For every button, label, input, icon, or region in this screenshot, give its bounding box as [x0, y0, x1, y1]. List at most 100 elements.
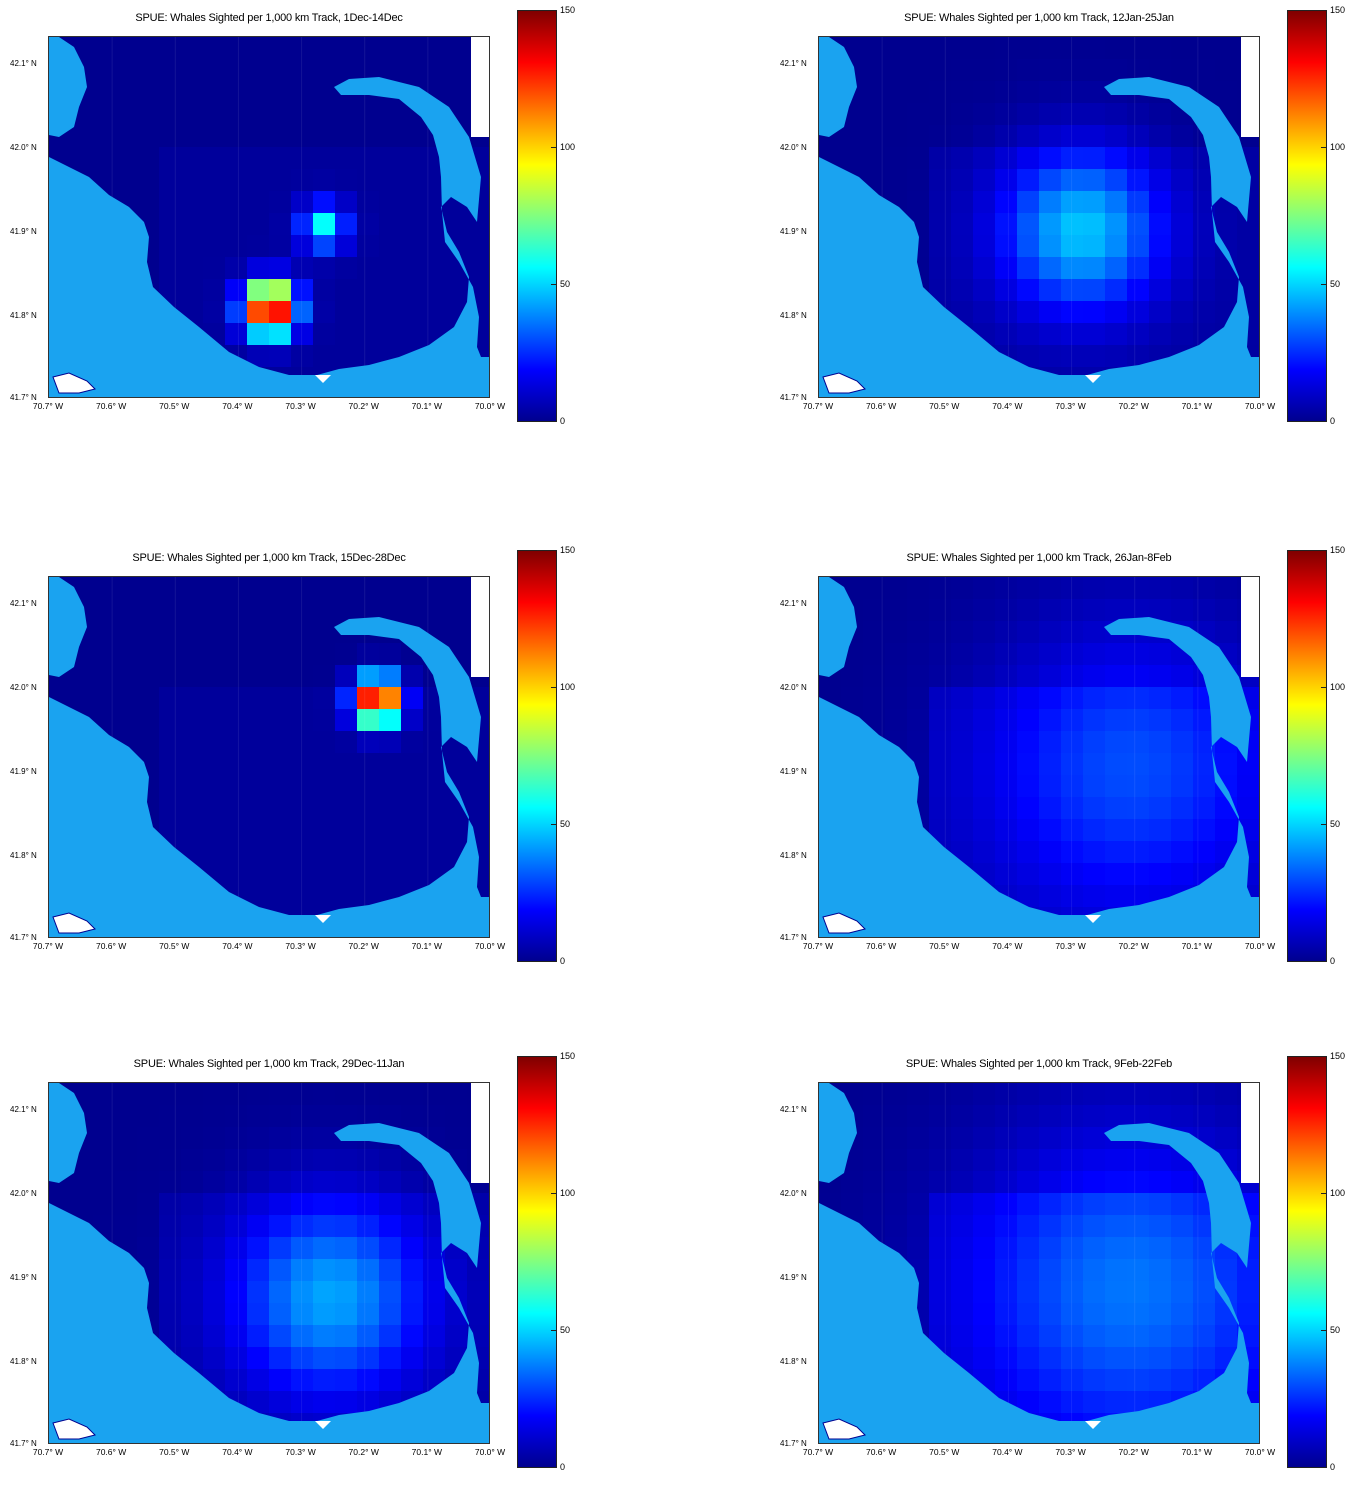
- spue-cell: [995, 643, 1017, 665]
- spue-cell: [489, 125, 490, 147]
- spue-cell: [1105, 1083, 1127, 1105]
- spue-cell: [93, 169, 115, 191]
- spue-cell: [1149, 775, 1171, 797]
- spue-cell: [225, 147, 247, 169]
- spue-cell: [269, 1215, 291, 1237]
- spue-cell: [291, 753, 313, 775]
- longitude-tick-label: 70.5° W: [159, 1447, 190, 1457]
- spue-cell: [1039, 819, 1061, 841]
- spue-cell: [907, 1237, 929, 1259]
- map-panel: SPUE: Whales Sighted per 1,000 km Track,…: [0, 540, 575, 980]
- spue-cell: [1127, 345, 1149, 367]
- spue-cell: [401, 1237, 423, 1259]
- spue-cell: [291, 1259, 313, 1281]
- latitude-tick-label: 42.0° N: [780, 1189, 807, 1198]
- spue-cell: [401, 1347, 423, 1369]
- spue-cell: [247, 863, 269, 885]
- spue-cell: [225, 709, 247, 731]
- spue-cell: [995, 1325, 1017, 1347]
- spue-cell: [1105, 213, 1127, 235]
- spue-cell: [951, 1303, 973, 1325]
- spue-cell: [973, 1127, 995, 1149]
- spue-cell: [995, 169, 1017, 191]
- spue-cell: [335, 213, 357, 235]
- spue-cell: [335, 235, 357, 257]
- colorbar-tick-mark: [551, 1330, 557, 1331]
- spue-cell: [1149, 1105, 1171, 1127]
- spue-cell: [1171, 1325, 1193, 1347]
- spue-cell: [181, 709, 203, 731]
- spue-cell: [1149, 863, 1171, 885]
- spue-cell: [1127, 819, 1149, 841]
- colorbar-tick-label: 50: [560, 1325, 571, 1335]
- spue-cell: [1039, 709, 1061, 731]
- spue-cell: [1259, 1413, 1260, 1435]
- spue-cell: [1083, 1281, 1105, 1303]
- spue-cell: [1083, 103, 1105, 125]
- longitude-tick-label: 70.2° W: [1118, 401, 1149, 411]
- spue-cell: [1061, 1215, 1083, 1237]
- spue-cell: [1127, 665, 1149, 687]
- latitude-tick-label: 42.1° N: [10, 59, 37, 68]
- spue-cell: [973, 301, 995, 323]
- spue-cell: [929, 235, 951, 257]
- spue-cell: [115, 1127, 137, 1149]
- spue-cell: [247, 1193, 269, 1215]
- spue-cell: [247, 599, 269, 621]
- spue-cell: [269, 819, 291, 841]
- spue-cell: [929, 279, 951, 301]
- spue-cell: [1039, 81, 1061, 103]
- spue-cell: [93, 577, 115, 599]
- spue-cell: [71, 147, 93, 169]
- spue-cell: [995, 841, 1017, 863]
- spue-cell: [1171, 1193, 1193, 1215]
- spue-cell: [973, 709, 995, 731]
- latitude-tick-label: 41.8° N: [780, 1357, 807, 1366]
- spue-cell: [313, 1171, 335, 1193]
- spue-cell: [951, 257, 973, 279]
- spue-cell: [1259, 687, 1260, 709]
- spue-cell: [247, 643, 269, 665]
- spue-cell: [357, 731, 379, 753]
- spue-cell: [863, 577, 885, 599]
- harbor-notch: [315, 1421, 331, 1429]
- spue-cell: [159, 81, 181, 103]
- spue-cell: [1149, 753, 1171, 775]
- longitude-tick-label: 70.0° W: [474, 1447, 506, 1457]
- spue-cell: [489, 257, 490, 279]
- spue-cell: [1259, 367, 1260, 389]
- spue-cell: [1127, 863, 1149, 885]
- spue-cell: [1083, 863, 1105, 885]
- spue-cell: [1105, 279, 1127, 301]
- spue-cell: [357, 235, 379, 257]
- spue-cell: [181, 125, 203, 147]
- colorbar-tick-label: 0: [560, 956, 566, 966]
- spue-cell: [1083, 235, 1105, 257]
- spue-cell: [247, 753, 269, 775]
- spue-cell: [951, 1325, 973, 1347]
- spue-cell: [1017, 731, 1039, 753]
- spue-cell: [335, 257, 357, 279]
- spue-cell: [1171, 709, 1193, 731]
- colorbar: [517, 1056, 557, 1468]
- spue-cell: [423, 819, 445, 841]
- spue-cell: [929, 665, 951, 687]
- spue-cell: [203, 753, 225, 775]
- longitude-tick-label: 70.4° W: [992, 1447, 1023, 1457]
- spue-cell: [1039, 1259, 1061, 1281]
- spue-cell: [1149, 1171, 1171, 1193]
- spue-cell: [1259, 753, 1260, 775]
- spue-cell: [929, 599, 951, 621]
- longitude-tick-label: 70.2° W: [348, 401, 379, 411]
- spue-cell: [995, 797, 1017, 819]
- spue-cell: [269, 81, 291, 103]
- spue-cell: [1017, 1193, 1039, 1215]
- spue-cell: [1061, 753, 1083, 775]
- spue-cell: [1127, 147, 1149, 169]
- spue-cell: [335, 301, 357, 323]
- spue-cell: [1149, 1083, 1171, 1105]
- spue-cell: [115, 1149, 137, 1171]
- spue-cell: [313, 687, 335, 709]
- island-shape: [52, 912, 96, 934]
- longitude-tick-label: 70.4° W: [222, 1447, 253, 1457]
